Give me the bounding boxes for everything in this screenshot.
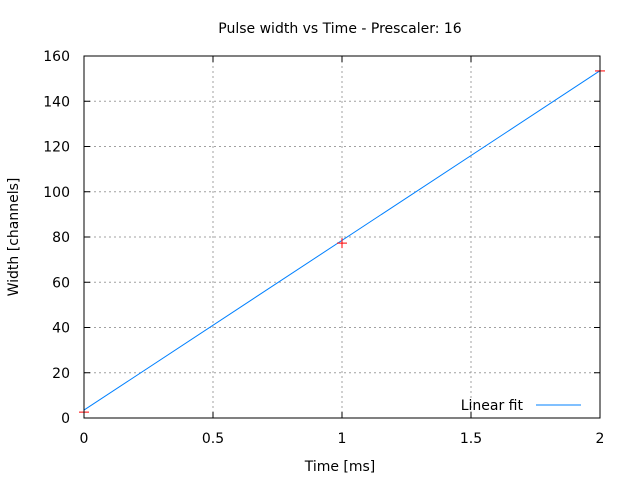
x-tick-label: 2: [596, 431, 605, 447]
x-tick-label: 1: [338, 431, 347, 447]
marks: [79, 65, 605, 418]
plot-frame: [83, 55, 601, 419]
legend-label: Linear fit: [461, 398, 524, 414]
y-tick-label: 0: [61, 411, 70, 427]
y-tick-label: 40: [52, 321, 70, 337]
data-point: [337, 238, 347, 249]
grid: [84, 56, 600, 418]
y-axis-label: Width [channels]: [6, 178, 22, 297]
legend: Linear fit: [461, 398, 581, 414]
x-axis-label: Time [ms]: [304, 459, 376, 475]
y-tick-label: 20: [52, 366, 70, 382]
y-tick-label: 120: [43, 140, 70, 156]
y-tick-label: 160: [43, 49, 70, 65]
y-tick-label: 100: [43, 185, 70, 201]
x-tick-label: 1.5: [460, 431, 482, 447]
x-tick-label: 0: [80, 431, 89, 447]
x-tick-label: 0.5: [202, 431, 224, 447]
chart-title: Pulse width vs Time - Prescaler: 16: [218, 21, 462, 37]
y-tick-label: 140: [43, 94, 70, 110]
y-tick-label: 80: [52, 230, 70, 246]
y-tick-label: 60: [52, 275, 70, 291]
